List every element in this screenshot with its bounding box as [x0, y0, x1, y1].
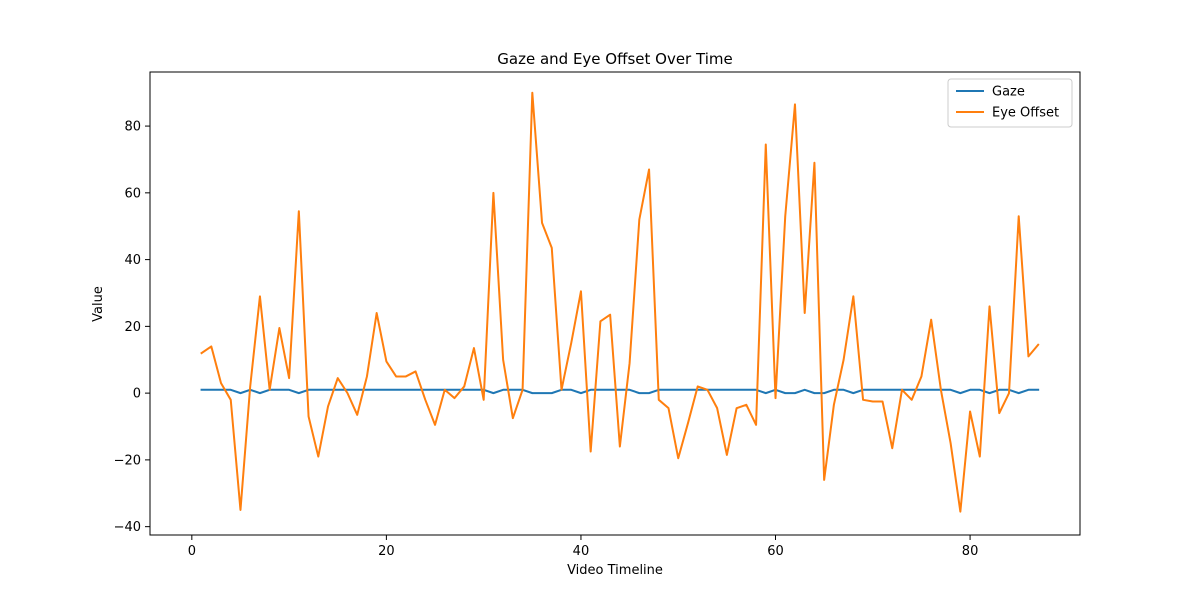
x-tick-label: 0 [188, 544, 196, 559]
y-tick-label: 80 [124, 120, 141, 135]
x-tick-label: 40 [573, 544, 590, 559]
y-tick-label: 40 [124, 253, 141, 268]
axis-ticks: 0 20 40 60 80 −40 −20 0 20 40 60 80 [114, 120, 979, 559]
y-axis-label: Value [91, 286, 106, 322]
plot-frame [149, 71, 1081, 536]
x-tick-label: 80 [962, 544, 979, 559]
x-axis-label: Video Timeline [567, 563, 663, 578]
x-tick-label: 20 [378, 544, 395, 559]
series-line-gaze [200, 388, 1040, 395]
chart-title: Gaze and Eye Offset Over Time [497, 50, 732, 68]
y-tick-label: 0 [133, 387, 141, 402]
legend-entry: Eye Offset [992, 106, 1059, 121]
series-line-eye-offset [200, 91, 1040, 513]
y-tick-label: 60 [124, 186, 141, 201]
plot-area [149, 71, 1081, 536]
legend-entry: Gaze [992, 85, 1025, 100]
y-tick-label: 20 [124, 320, 141, 335]
y-tick-label: −40 [114, 520, 141, 535]
x-tick-label: 60 [767, 544, 784, 559]
y-tick-label: −20 [114, 453, 141, 468]
legend: Gaze Eye Offset [947, 78, 1073, 128]
